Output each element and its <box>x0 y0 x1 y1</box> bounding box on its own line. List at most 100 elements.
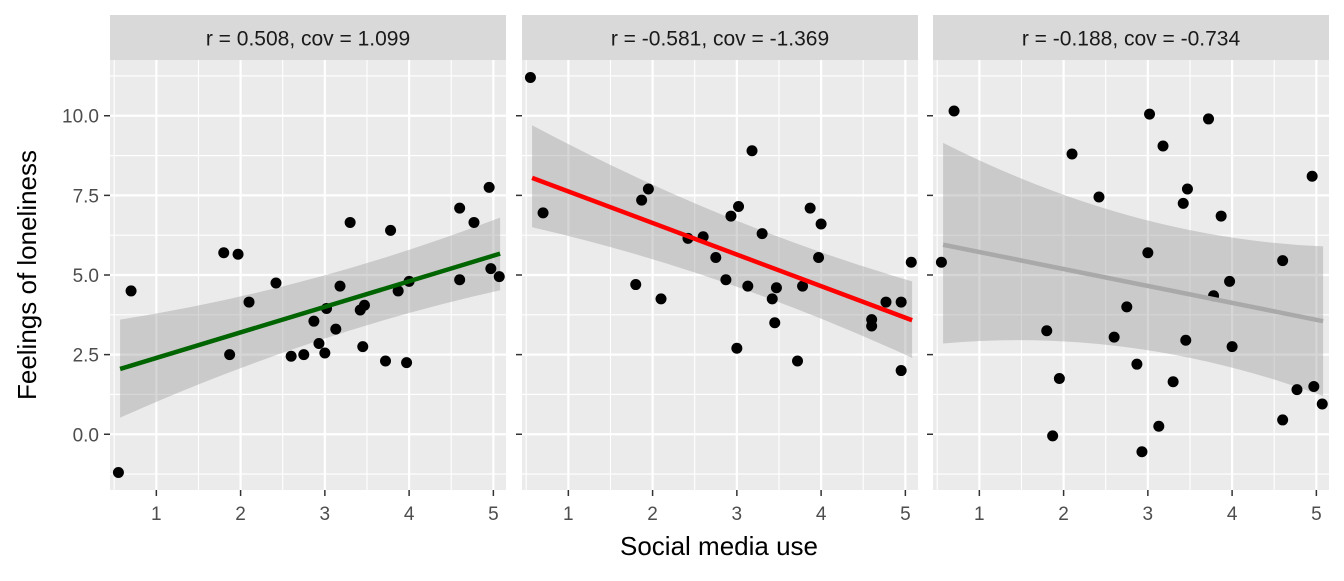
data-point <box>344 216 356 228</box>
data-point <box>770 282 782 294</box>
data-point <box>766 293 778 305</box>
facet-strip <box>110 15 506 60</box>
data-point <box>385 224 397 236</box>
data-point <box>1203 113 1215 125</box>
panel-2: r = -0.581, cov = -1.369 1 2 3 4 5 <box>516 15 918 525</box>
data-point <box>866 320 878 332</box>
x-tick-label: 3 <box>732 504 743 525</box>
data-point <box>485 263 497 275</box>
data-point <box>1181 183 1193 195</box>
data-point <box>1121 301 1133 313</box>
data-point <box>642 183 654 195</box>
facet-title: r = -0.581, cov = -1.369 <box>611 28 829 51</box>
data-point <box>742 280 754 292</box>
data-point <box>720 274 732 286</box>
data-point <box>935 256 947 268</box>
x-tick-label: 4 <box>816 504 827 525</box>
panel-1: r = 0.508, cov = 1.099 1 2 3 4 5 0.0 2.5 5.0 7.5 1… <box>62 15 506 525</box>
data-point <box>769 317 781 329</box>
facet-strip <box>933 15 1329 60</box>
data-point <box>493 271 505 283</box>
data-point <box>1177 197 1189 209</box>
data-point <box>813 251 825 263</box>
facet-strip <box>522 15 918 60</box>
data-point <box>313 337 325 349</box>
y-axis-label: Feelings of loneliness <box>12 150 42 400</box>
data-point <box>1136 446 1148 458</box>
data-point <box>815 218 827 230</box>
regression-line <box>119 251 501 372</box>
data-point <box>224 349 236 361</box>
data-point <box>1316 398 1328 410</box>
data-point <box>357 341 369 353</box>
data-point <box>746 145 758 157</box>
data-point <box>243 296 255 308</box>
confidence-band <box>943 142 1324 397</box>
data-point <box>1226 341 1238 353</box>
data-point <box>636 194 648 206</box>
x-tick-label: 5 <box>488 504 499 525</box>
y-tick-label: 2.5 <box>73 346 99 367</box>
x-tick-label: 5 <box>900 504 911 525</box>
data-point <box>1224 275 1236 287</box>
data-point <box>330 323 342 335</box>
data-point <box>630 279 642 291</box>
confidence-band <box>532 125 913 358</box>
data-point <box>710 251 722 263</box>
data-point <box>655 293 667 305</box>
data-point <box>1215 210 1227 222</box>
x-tick-label: 2 <box>647 504 658 525</box>
panels: r = 0.508, cov = 1.099 1 2 3 4 5 0.0 2.5 5.0 7.5 1… <box>62 15 1329 525</box>
data-point <box>905 256 917 268</box>
data-point <box>1153 420 1165 432</box>
x-tick-label: 4 <box>404 504 415 525</box>
data-point <box>468 216 480 228</box>
data-point <box>112 466 124 478</box>
x-tick-label: 3 <box>320 504 331 525</box>
data-point <box>218 247 230 259</box>
data-point <box>895 365 907 377</box>
data-point <box>895 296 907 308</box>
data-point <box>125 285 137 297</box>
data-point <box>1093 191 1105 203</box>
data-point <box>948 105 960 117</box>
data-point <box>792 355 804 367</box>
facet-title: r = -0.188, cov = -0.734 <box>1022 28 1241 51</box>
x-tick-label: 3 <box>1143 504 1154 525</box>
y-tick-label: 5.0 <box>73 266 99 287</box>
data-point <box>1277 414 1289 426</box>
data-point <box>334 280 346 292</box>
x-tick-label: 2 <box>1058 504 1069 525</box>
data-point <box>725 210 737 222</box>
data-point <box>1041 325 1053 337</box>
data-point <box>797 280 809 292</box>
data-point <box>804 202 816 214</box>
data-point <box>483 181 495 193</box>
x-tick-label: 1 <box>563 504 574 525</box>
x-tick-label: 2 <box>235 504 246 525</box>
data-point <box>1142 247 1154 259</box>
data-point <box>756 228 768 240</box>
data-point <box>308 315 320 327</box>
data-point <box>733 201 745 213</box>
x-tick-label: 5 <box>1311 504 1322 525</box>
panel-3: r = -0.188, cov = -0.734 1 2 3 4 5 <box>927 15 1329 525</box>
data-point <box>1306 170 1318 182</box>
y-tick-label: 0.0 <box>73 425 99 446</box>
data-point <box>380 355 392 367</box>
data-point <box>319 347 331 359</box>
data-point <box>524 72 536 84</box>
regression-line <box>942 242 1324 324</box>
data-point <box>358 299 370 311</box>
data-point <box>1167 376 1179 388</box>
x-tick-label: 1 <box>151 504 162 525</box>
data-point <box>454 274 466 286</box>
x-tick-label: 4 <box>1227 504 1238 525</box>
data-point <box>232 248 244 260</box>
data-point <box>454 202 466 214</box>
x-axis-label: Social media use <box>620 531 818 561</box>
data-point <box>1108 331 1120 343</box>
data-point <box>1066 148 1078 160</box>
data-point <box>1291 384 1303 396</box>
